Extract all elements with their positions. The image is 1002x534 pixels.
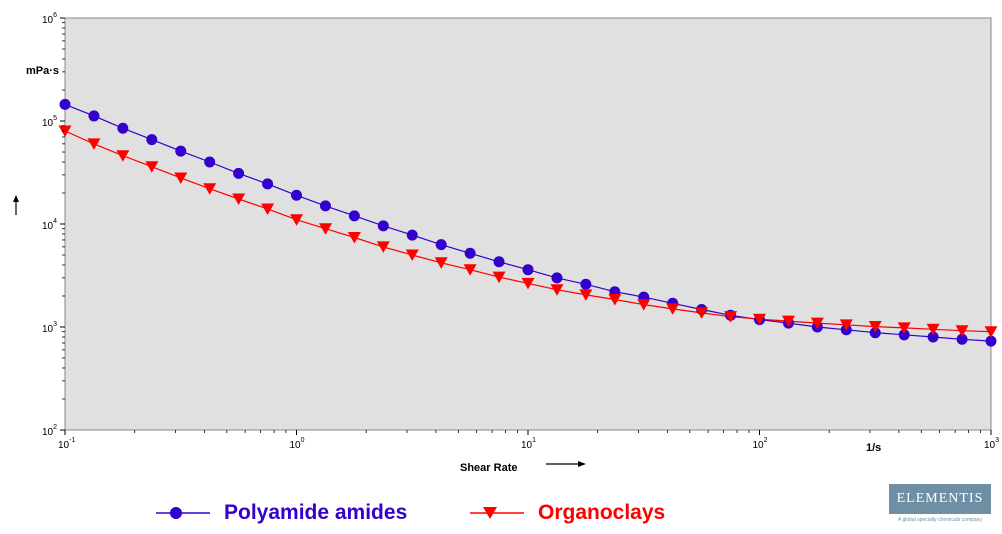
legend-label-organoclays: Organoclays bbox=[538, 501, 666, 524]
y-tick-label: 102 bbox=[42, 424, 57, 438]
x-axis-title: Shear Rate bbox=[460, 462, 517, 474]
data-point-polyamide-amides bbox=[435, 239, 447, 251]
y-unit-label: mPa·s bbox=[26, 65, 59, 77]
data-point-polyamide-amides bbox=[377, 220, 389, 232]
data-point-organoclays bbox=[579, 289, 593, 301]
data-point-organoclays bbox=[753, 313, 766, 326]
data-point-organoclays bbox=[492, 271, 506, 284]
data-point-organoclays bbox=[666, 303, 680, 315]
plot-layer bbox=[58, 98, 998, 347]
legend-item-organoclays: Organoclays bbox=[468, 498, 665, 528]
data-point-polyamide-amides bbox=[117, 122, 129, 134]
elementis-logo: ELEMENTIS A global specialty chemicals c… bbox=[889, 484, 991, 530]
x-tick-label: 103 bbox=[984, 437, 999, 451]
data-point-organoclays bbox=[810, 317, 824, 330]
y-tick-label: 103 bbox=[42, 321, 57, 335]
data-point-polyamide-amides bbox=[464, 247, 476, 259]
data-point-organoclays bbox=[405, 249, 419, 262]
data-point-organoclays bbox=[174, 172, 188, 184]
x-unit-label: 1/s bbox=[866, 442, 881, 454]
x-axis-arrow-icon bbox=[546, 461, 586, 467]
data-point-polyamide-amides bbox=[262, 178, 274, 190]
data-point-polyamide-amides bbox=[59, 98, 71, 110]
x-tick-label: 101 bbox=[521, 437, 536, 451]
plot-area bbox=[64, 17, 992, 431]
data-point-organoclays bbox=[434, 257, 448, 269]
y-axis-arrow-icon bbox=[13, 195, 19, 215]
x-tick-label: 100 bbox=[290, 437, 305, 451]
data-point-polyamide-amides bbox=[146, 134, 158, 146]
logo-wordmark: ELEMENTIS bbox=[889, 484, 991, 514]
data-point-polyamide-amides bbox=[319, 200, 331, 212]
data-point-organoclays bbox=[521, 277, 535, 290]
data-point-organoclays bbox=[550, 284, 564, 296]
data-point-polyamide-amides bbox=[348, 210, 360, 222]
data-point-polyamide-amides bbox=[869, 327, 881, 339]
x-tick-label: 102 bbox=[753, 437, 768, 451]
y-tick-layer: 102 103 104 105 106 bbox=[42, 12, 65, 438]
data-point-polyamide-amides bbox=[204, 156, 216, 168]
data-point-organoclays bbox=[839, 319, 853, 331]
data-point-polyamide-amides bbox=[493, 256, 505, 268]
data-point-organoclays bbox=[868, 321, 882, 333]
data-point-organoclays bbox=[347, 231, 361, 244]
data-point-organoclays bbox=[290, 214, 303, 226]
data-point-organoclays bbox=[203, 183, 217, 195]
legend-marker-triangle-icon bbox=[470, 507, 524, 519]
data-point-organoclays bbox=[608, 293, 622, 306]
data-point-polyamide-amides bbox=[956, 333, 968, 345]
data-point-organoclays bbox=[695, 307, 709, 319]
legend-item-polyamide: Polyamide amides bbox=[154, 498, 407, 528]
data-point-organoclays bbox=[318, 223, 332, 235]
data-point-organoclays bbox=[955, 325, 969, 337]
logo-tagline: A global specialty chemicals company bbox=[898, 517, 982, 523]
data-point-organoclays bbox=[87, 138, 101, 150]
data-point-polyamide-amides bbox=[175, 145, 187, 157]
data-point-organoclays bbox=[724, 311, 738, 323]
data-point-organoclays bbox=[984, 326, 998, 338]
data-point-polyamide-amides bbox=[985, 335, 997, 347]
data-point-polyamide-amides bbox=[927, 331, 939, 343]
data-point-polyamide-amides bbox=[522, 264, 534, 276]
data-point-organoclays bbox=[637, 299, 651, 311]
legend-label-polyamide: Polyamide amides bbox=[224, 501, 408, 524]
data-point-organoclays bbox=[232, 193, 246, 205]
y-tick-label: 105 bbox=[42, 115, 57, 129]
data-point-polyamide-amides bbox=[88, 110, 100, 122]
data-point-organoclays bbox=[781, 315, 795, 328]
data-point-polyamide-amides bbox=[291, 189, 302, 201]
data-point-organoclays bbox=[926, 323, 940, 336]
data-point-polyamide-amides bbox=[551, 272, 563, 284]
legend-marker-circle-icon bbox=[156, 507, 210, 519]
data-point-organoclays bbox=[463, 264, 477, 276]
data-point-organoclays bbox=[116, 150, 130, 162]
x-tick-layer: 10-1 100 101 102 103 bbox=[58, 430, 999, 451]
y-tick-label: 106 bbox=[42, 12, 57, 26]
x-tick-label: 10-1 bbox=[58, 437, 75, 451]
data-point-organoclays bbox=[261, 203, 275, 215]
data-point-polyamide-amides bbox=[580, 278, 592, 290]
data-point-polyamide-amides bbox=[406, 229, 418, 241]
y-tick-label: 104 bbox=[42, 218, 57, 232]
data-point-organoclays bbox=[145, 161, 159, 173]
data-point-polyamide-amides bbox=[233, 167, 245, 179]
data-point-organoclays bbox=[897, 322, 911, 334]
data-point-organoclays bbox=[376, 241, 390, 253]
data-point-polyamide-amides bbox=[898, 329, 910, 341]
